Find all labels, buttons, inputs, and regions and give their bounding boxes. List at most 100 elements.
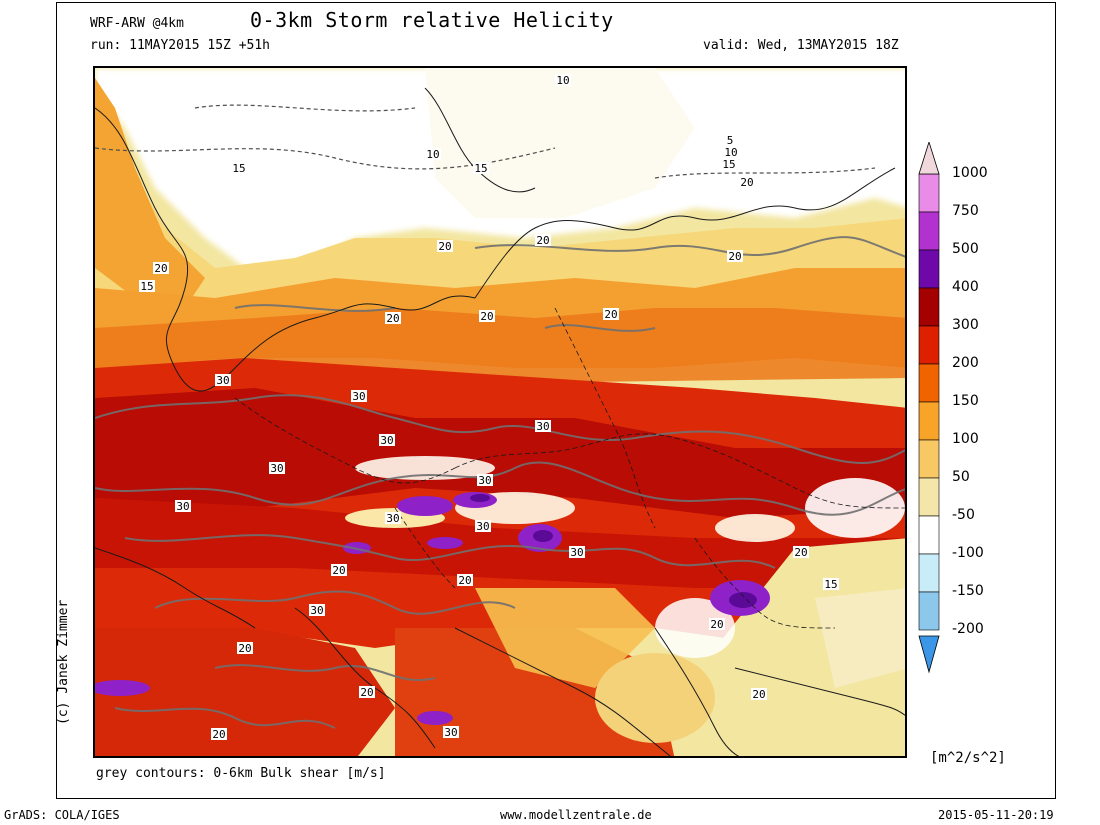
contour-label: 30 [477, 474, 493, 487]
svg-text:30: 30 [176, 500, 189, 513]
page-title: 0-3km Storm relative Helicity [250, 8, 614, 32]
svg-text:15: 15 [824, 578, 837, 591]
plot-frame [56, 2, 1056, 799]
website-link[interactable]: www.modellzentrale.de [500, 808, 652, 822]
contour-label: 30 [351, 390, 367, 403]
svg-text:15: 15 [140, 280, 153, 293]
contour-label: 30 [215, 374, 231, 387]
colorbar-label: -50 [952, 507, 975, 523]
colorbar [918, 142, 940, 674]
contour-label: 10 [555, 74, 571, 87]
contour-label: 20 [331, 564, 347, 577]
svg-text:30: 30 [352, 390, 365, 403]
colorbar-label: 100 [952, 431, 979, 447]
colorbar-segment [918, 249, 940, 289]
contour-label: 30 [443, 726, 459, 739]
grads-credit: GrADS: COLA/IGES [4, 808, 120, 822]
timestamp: 2015-05-11-20:19 [938, 808, 1054, 822]
colorbar-label: 750 [952, 203, 979, 219]
colorbar-segment [918, 211, 940, 251]
svg-text:20: 20 [438, 240, 451, 253]
valid-label: valid: Wed, 13MAY2015 18Z [703, 38, 899, 53]
svg-text:20: 20 [604, 308, 617, 321]
contour-label: 30 [379, 434, 395, 447]
colorbar-segment [918, 591, 940, 631]
svg-text:20: 20 [386, 312, 399, 325]
contour-label: 30 [269, 462, 285, 475]
colorbar-segment [918, 477, 940, 517]
svg-text:10: 10 [724, 146, 737, 159]
svg-text:30: 30 [270, 462, 283, 475]
contour-label: 20 [793, 546, 809, 559]
svg-text:20: 20 [212, 728, 225, 741]
svg-text:30: 30 [536, 420, 549, 433]
colorbar-label: -200 [952, 621, 984, 637]
svg-text:20: 20 [480, 310, 493, 323]
colorbar-label: -100 [952, 545, 984, 561]
contour-label: 20 [727, 250, 743, 263]
svg-text:30: 30 [476, 520, 489, 533]
contour-note: grey contours: 0-6km Bulk shear [m/s] [96, 766, 386, 781]
colorbar-segment [918, 173, 940, 213]
contour-label: 15 [823, 578, 839, 591]
svg-text:20: 20 [360, 686, 373, 699]
svg-text:20: 20 [536, 234, 549, 247]
svg-text:30: 30 [310, 604, 323, 617]
svg-text:20: 20 [740, 176, 753, 189]
contour-label: 20 [751, 688, 767, 701]
contour-label: 5 [725, 134, 735, 147]
contour-label: 15 [139, 280, 155, 293]
svg-text:30: 30 [380, 434, 393, 447]
svg-text:20: 20 [238, 642, 251, 655]
contour-label: 10 [425, 148, 441, 161]
colorbar-label: 300 [952, 317, 979, 333]
contour-label: 30 [569, 546, 585, 559]
svg-text:30: 30 [216, 374, 229, 387]
colorbar-segment [918, 287, 940, 327]
svg-text:30: 30 [444, 726, 457, 739]
contour-label: 15 [231, 162, 247, 175]
contour-label: 20 [479, 310, 495, 323]
contour-label: 30 [309, 604, 325, 617]
contour-label: 20 [437, 240, 453, 253]
copyright-label: (c) Janek Zimmer [56, 599, 71, 725]
colorbar-label: 400 [952, 279, 979, 295]
svg-text:30: 30 [570, 546, 583, 559]
contour-label: 15 [473, 162, 489, 175]
model-label: WRF-ARW @4km [90, 16, 184, 31]
contour-label: 20 [709, 618, 725, 631]
svg-text:10: 10 [426, 148, 439, 161]
svg-text:30: 30 [386, 512, 399, 525]
svg-text:20: 20 [154, 262, 167, 275]
contour-label: 20 [385, 312, 401, 325]
colorbar-label: 200 [952, 355, 979, 371]
contour-label: 15 [721, 158, 737, 171]
contour-label: 30 [475, 520, 491, 533]
contour-label: 30 [175, 500, 191, 513]
colorbar-unit: [m^2/s^2] [930, 750, 1006, 766]
colorbar-segment [918, 553, 940, 593]
contour-label: 20 [603, 308, 619, 321]
contour-label: 20 [211, 728, 227, 741]
colorbar-segment [918, 325, 940, 365]
colorbar-segment [918, 363, 940, 403]
svg-text:30: 30 [478, 474, 491, 487]
svg-text:10: 10 [556, 74, 569, 87]
svg-text:20: 20 [794, 546, 807, 559]
colorbar-segment [918, 515, 940, 555]
colorbar-segment [918, 439, 940, 479]
colorbar-label: -150 [952, 583, 984, 599]
svg-text:20: 20 [728, 250, 741, 263]
contour-label: 20 [359, 686, 375, 699]
svg-text:15: 15 [232, 162, 245, 175]
colorbar-label: 150 [952, 393, 979, 409]
contour-label: 30 [535, 420, 551, 433]
svg-text:15: 15 [474, 162, 487, 175]
colorbar-segment [918, 401, 940, 441]
contour-label: 10 [723, 146, 739, 159]
run-label: run: 11MAY2015 15Z +51h [90, 38, 271, 53]
contour-label: 20 [237, 642, 253, 655]
svg-text:15: 15 [722, 158, 735, 171]
colorbar-label: 50 [952, 469, 970, 485]
colorbar-label: 500 [952, 241, 979, 257]
